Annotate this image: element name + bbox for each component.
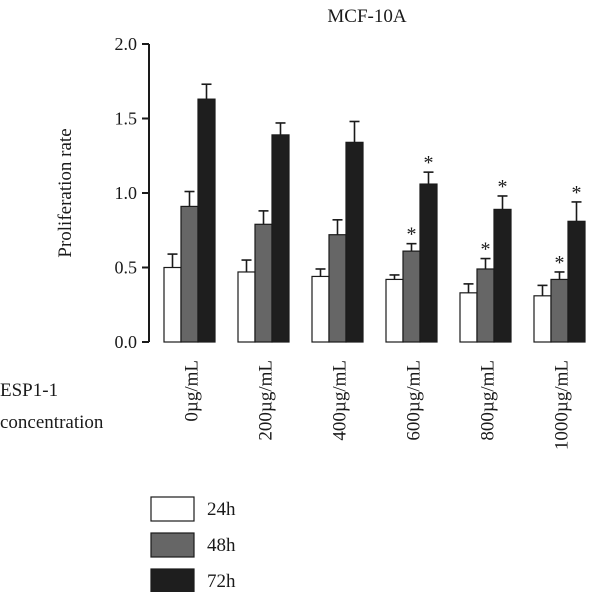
x-tick-label: 600µg/mL — [404, 360, 425, 441]
significance-marker: * — [555, 252, 565, 274]
y-tick-label: 1.5 — [115, 109, 138, 129]
y-tick-label: 0.0 — [115, 332, 138, 352]
bar-48h — [180, 205, 199, 343]
legend-label: 24h — [207, 499, 236, 520]
bar-24h — [237, 271, 256, 343]
bar-48h — [328, 234, 347, 343]
bar-24h — [459, 292, 478, 343]
legend-swatch-24h — [150, 496, 195, 522]
bar-48h — [402, 250, 421, 343]
significance-marker: * — [424, 152, 434, 174]
significance-marker: * — [498, 176, 508, 198]
x-axis-label-line-2: concentration — [0, 412, 104, 433]
legend: 24h 48h 72h — [150, 496, 236, 592]
chart-title: MCF-10A — [327, 6, 406, 27]
plot-area: 0.0 0.5 1.0 1.5 2.0 * * * * * * — [115, 34, 586, 352]
significance-marker: * — [481, 239, 491, 261]
y-tick-label: 1.0 — [115, 183, 138, 203]
y-tick-label: 0.5 — [115, 258, 138, 278]
bar-24h — [311, 275, 330, 343]
legend-label: 48h — [207, 535, 236, 556]
x-tick-label: 800µg/mL — [478, 360, 499, 441]
y-axis-label: Proliferation rate — [55, 128, 76, 257]
x-axis-label-line-1: ESP1-1 — [0, 380, 58, 401]
bar-24h — [385, 278, 404, 343]
bar-72h — [419, 183, 438, 343]
bar-72h — [567, 220, 586, 343]
x-axis-label: ESP1-1 concentration — [0, 380, 104, 433]
legend-label: 72h — [207, 571, 236, 592]
y-tick-label: 2.0 — [115, 34, 138, 54]
bar-48h — [476, 268, 495, 343]
significance-marker: * — [572, 182, 582, 204]
x-tick-label: 1000µg/mL — [552, 360, 573, 450]
bar-48h — [550, 278, 569, 343]
bar-24h — [163, 266, 182, 343]
bar-72h — [345, 141, 364, 343]
x-tick-label: 200µg/mL — [256, 360, 277, 441]
bar-72h — [493, 208, 512, 343]
legend-swatch-72h — [150, 568, 195, 592]
legend-swatch-48h — [150, 532, 195, 558]
bar-48h — [254, 223, 273, 343]
bar-72h — [197, 98, 216, 343]
x-tick-labels: 0µg/mL 200µg/mL 400µg/mL 600µg/mL 800µg/mL 10… — [182, 360, 573, 450]
x-tick-label: 0µg/mL — [182, 360, 203, 422]
significance-marker: * — [407, 224, 417, 246]
bar-24h — [533, 295, 552, 343]
bar-72h — [271, 134, 290, 343]
x-tick-label: 400µg/mL — [330, 360, 351, 441]
